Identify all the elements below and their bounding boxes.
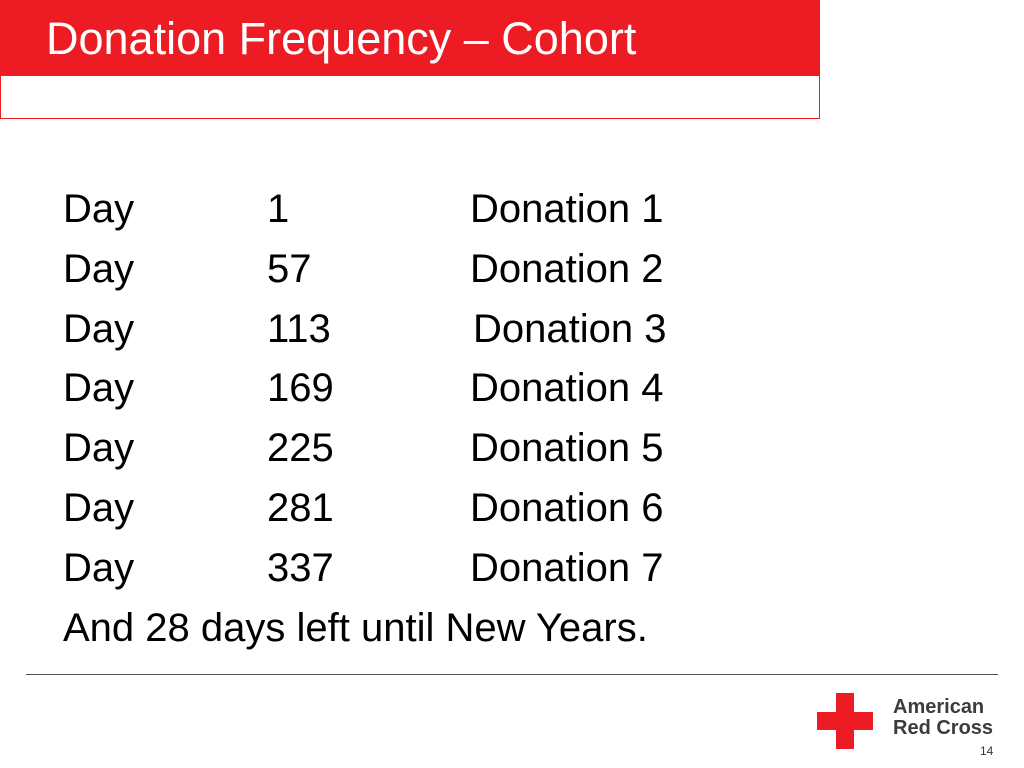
day-number: 169 [267,366,334,411]
day-number: 113 [267,306,331,351]
red-cross-logo: American Red Cross [817,691,1002,751]
day-number: 281 [267,485,334,530]
donation-schedule: Day 1 Donation 1 Day 57 Donation 2 Day 1… [63,180,666,658]
donation-label: Donation 2 [470,246,664,291]
day-word: Day [63,246,135,291]
slide-title: Donation Frequency – Cohort [46,13,637,64]
donation-label: Donation 4 [470,366,664,411]
day-number: 57 [267,246,312,291]
schedule-row: Day 281 Donation 6 [63,479,663,539]
donation-label: Donation 6 [470,485,664,530]
page-number: 14 [980,744,994,758]
schedule-row: Day 337 Donation 7 [63,539,663,599]
day-word: Day [63,187,135,231]
schedule-row: Day 1 Donation 1 [63,180,663,240]
logo-wordmark: American Red Cross [893,697,993,739]
donation-label: Donation 7 [470,545,664,590]
day-word: Day [63,545,135,590]
title-bar: Donation Frequency – Cohort [0,0,820,76]
schedule-footnote: And 28 days left until New Years. [63,605,648,650]
day-number: 337 [267,545,334,590]
day-number: 225 [267,426,334,471]
logo-line-2: Red Cross [893,717,994,739]
logo-line-1: American [893,696,985,718]
day-word: Day [63,426,135,471]
day-word: Day [63,485,135,530]
footer-divider [26,674,998,675]
donation-label: Donation 5 [470,426,664,471]
subtitle-box [0,76,820,119]
schedule-row: Day 57 Donation 2 [63,240,663,300]
donation-label: Donation 1 [470,187,664,231]
red-cross-icon [817,693,873,749]
day-number: 1 [267,187,290,231]
day-word: Day [63,306,135,351]
schedule-row: Day 169 Donation 4 [63,359,663,419]
schedule-row: Day 113 Donation 3 [63,300,666,360]
day-word: Day [63,366,135,411]
donation-label: Donation 3 [473,306,667,351]
schedule-row: Day 225 Donation 5 [63,419,663,479]
